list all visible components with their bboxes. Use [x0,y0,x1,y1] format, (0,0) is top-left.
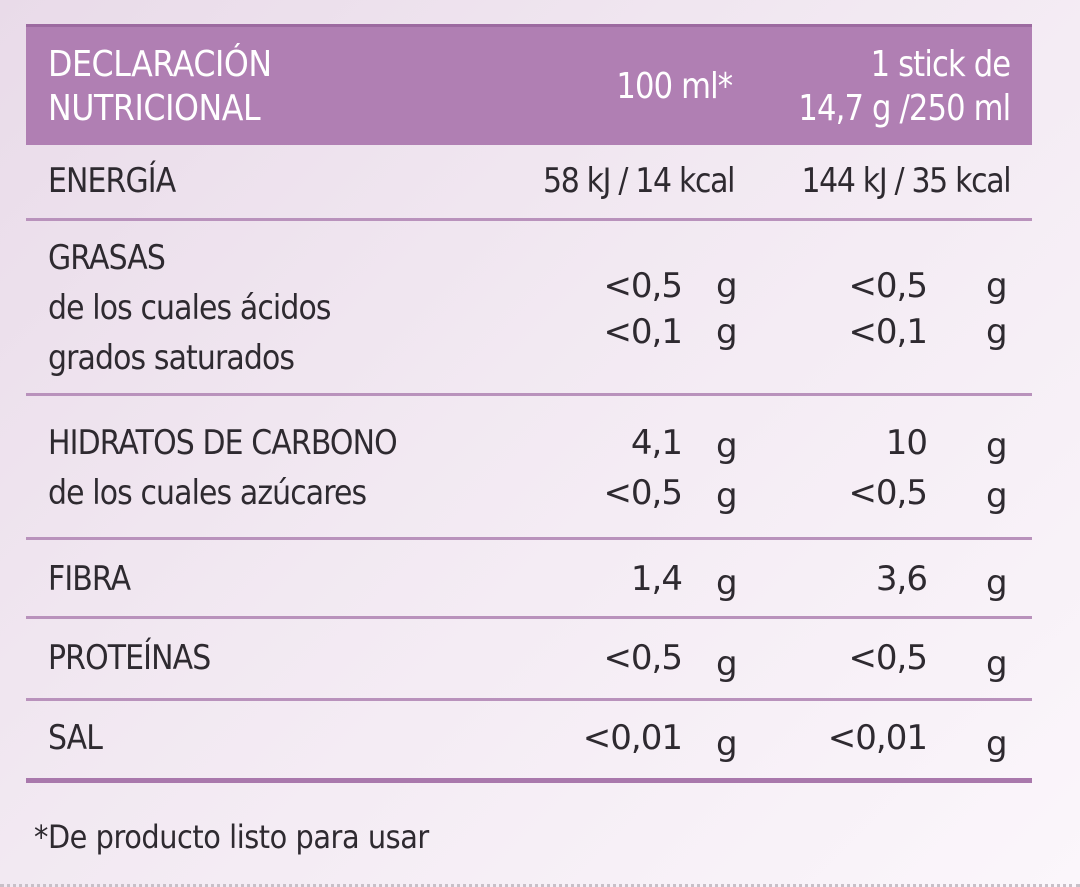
row-carbs: HIDRATOS DE CARBONO de los cuales azúcar… [26,396,1032,540]
sugars-value-stick: <0,5 [848,473,928,513]
protein-label: PROTEÍNAS [48,638,211,678]
carbs-unit-stick: g [986,426,1008,466]
carbs-value-stick: 10 [885,423,928,463]
salt-value-100ml: <0,01 [582,718,683,758]
fiber-value-stick: 3,6 [875,559,928,599]
row-protein: PROTEÍNAS <0,5 g <0,5 g [26,619,1032,701]
header-title: DECLARACIÓN NUTRICIONAL [48,43,272,131]
fats-sublabel-2: grados saturados [48,338,295,378]
carbs-value-100ml: 4,1 [630,423,683,463]
header-col-stick: 1 stick de 14,7 g /250 ml [798,43,1011,131]
energy-value-100ml: 58 kJ / 14 kcal [542,161,735,201]
header-title-line2: NUTRICIONAL [48,88,261,129]
header-title-line1: DECLARACIÓN [48,44,272,85]
sugars-unit-stick: g [986,476,1008,516]
fiber-unit-100ml: g [716,563,738,603]
fiber-unit-stick: g [986,563,1008,603]
sugars-value-100ml: <0,5 [603,473,683,513]
saturated-value-100ml: <0,1 [603,312,683,352]
nutrition-table: DECLARACIÓN NUTRICIONAL 100 ml* 1 stick … [26,24,1032,783]
fats-value-stick: <0,5 [848,266,928,306]
salt-value-stick: <0,01 [827,718,928,758]
header-col-stick-line1: 1 stick de [870,44,1011,85]
table-header: DECLARACIÓN NUTRICIONAL 100 ml* 1 stick … [26,24,1032,145]
saturated-unit-stick: g [986,312,1008,352]
salt-unit-stick: g [986,724,1008,764]
fats-value-100ml: <0,5 [603,266,683,306]
header-col-100ml: 100 ml* [616,66,733,107]
row-salt: SAL <0,01 g <0,01 g [26,701,1032,783]
fats-unit-stick: g [986,266,1008,306]
energy-value-stick: 144 kJ / 35 kcal [801,161,1011,201]
salt-label: SAL [48,718,103,758]
fiber-label: FIBRA [48,559,131,599]
saturated-value-stick: <0,1 [848,312,928,352]
protein-unit-stick: g [986,644,1008,684]
row-fiber: FIBRA 1,4 g 3,6 g [26,540,1032,619]
fats-unit-100ml: g [716,266,738,306]
fats-sublabel-1: de los cuales ácidos [48,288,331,328]
protein-value-100ml: <0,5 [603,638,683,678]
fats-label: GRASAS [48,238,166,278]
dotted-divider [0,881,1080,887]
saturated-unit-100ml: g [716,312,738,352]
row-fats: GRASAS de los cuales ácidos grados satur… [26,221,1032,396]
salt-unit-100ml: g [716,724,738,764]
sugars-unit-100ml: g [716,476,738,516]
sugars-label: de los cuales azúcares [48,473,367,513]
energy-label: ENERGÍA [48,161,176,201]
row-energy: ENERGÍA 58 kJ / 14 kcal 144 kJ / 35 kcal [26,145,1032,221]
protein-unit-100ml: g [716,644,738,684]
protein-value-stick: <0,5 [848,638,928,678]
header-col-stick-line2: 14,7 g /250 ml [798,88,1011,129]
carbs-unit-100ml: g [716,426,738,466]
fiber-value-100ml: 1,4 [630,559,683,599]
footnote: *De producto listo para usar [34,818,429,856]
carbs-label: HIDRATOS DE CARBONO [48,423,398,463]
